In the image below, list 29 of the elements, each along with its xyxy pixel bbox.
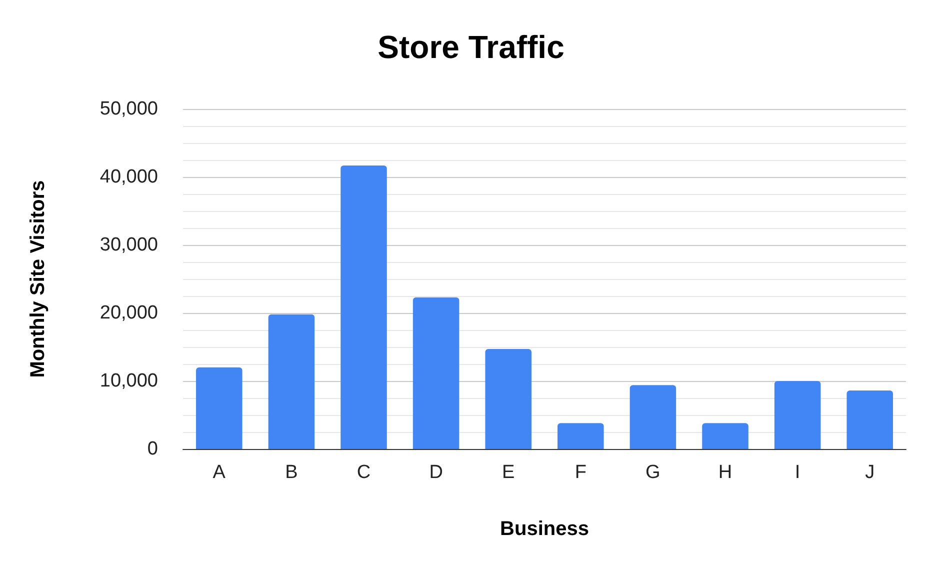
y-tick-label: 50,000 [100,98,158,120]
x-tick-label: F [574,462,586,483]
x-tick-label: G [646,462,660,483]
bar [558,423,604,449]
x-tick-label: A [212,462,226,483]
y-tick-label: 0 [147,438,158,460]
bar [196,367,242,449]
x-tick-label: B [285,462,298,483]
y-axis-title: Monthly Site Visitors [27,180,49,378]
y-tick-label: 20,000 [100,302,158,324]
y-tick-label: 30,000 [100,234,158,256]
bar [846,390,893,449]
chart-title: Store Traffic [378,29,564,65]
x-tick-label: I [794,462,800,483]
x-tick-label: E [502,462,515,483]
bar [630,385,676,449]
y-tick-label: 10,000 [100,370,158,392]
y-tick-label: 40,000 [100,166,158,188]
bar [702,423,748,449]
bar [412,297,460,449]
x-tick-label: C [356,462,371,483]
bar [485,349,532,449]
x-axis-title: Business [500,518,589,540]
bar [268,314,315,449]
x-tick-label: D [429,462,443,483]
x-tick-label: J [865,462,875,483]
bar [774,381,821,449]
x-tick-label: H [718,462,732,483]
bar [340,165,387,449]
